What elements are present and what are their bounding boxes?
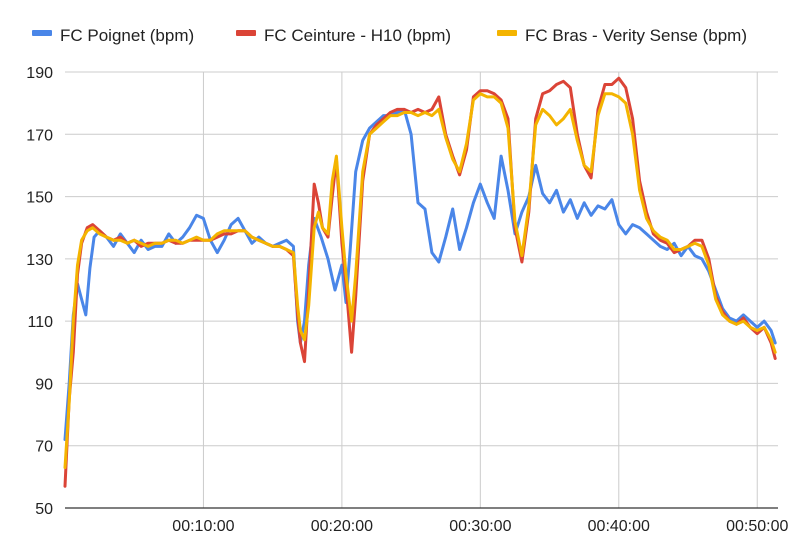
vertical-gridlines (202, 72, 758, 508)
y-tick-label: 150 (26, 190, 53, 207)
x-tick-label: 00:30:00 (449, 518, 511, 535)
y-tick-label: 170 (26, 127, 53, 144)
series-line-wrist[interactable] (63, 107, 777, 441)
y-tick-label: 50 (35, 501, 53, 518)
legend-label-wrist: FC Poignet (bpm) (60, 26, 194, 45)
legend-item-wrist[interactable]: FC Poignet (bpm) (32, 26, 194, 45)
legend-label-belt: FC Ceinture - H10 (bpm) (264, 26, 451, 45)
y-tick-label: 90 (35, 376, 53, 393)
legend-item-arm[interactable]: FC Bras - Verity Sense (bpm) (497, 26, 747, 45)
series-line-belt[interactable] (63, 76, 777, 488)
x-tick-label: 00:10:00 (172, 518, 234, 535)
series-line-arm[interactable] (63, 92, 777, 469)
y-tick-label: 190 (26, 65, 53, 82)
x-tick-label: 00:40:00 (588, 518, 650, 535)
horizontal-gridlines (65, 71, 778, 447)
y-tick-label: 70 (35, 439, 53, 456)
y-tick-label: 130 (26, 252, 53, 269)
legend-swatch-belt (236, 30, 256, 36)
y-tick-label: 110 (27, 314, 53, 331)
x-tick-label: 00:20:00 (311, 518, 373, 535)
legend-item-belt[interactable]: FC Ceinture - H10 (bpm) (236, 26, 451, 45)
legend: FC Poignet (bpm) FC Ceinture - H10 (bpm)… (32, 26, 747, 45)
x-axis-ticks: 00:10:00 00:20:00 00:30:00 00:40:00 00:50:00 (172, 518, 788, 535)
legend-swatch-wrist (32, 30, 52, 36)
y-axis-ticks: 50 70 90 110 130 150 170 190 (26, 65, 53, 518)
legend-label-arm: FC Bras - Verity Sense (bpm) (525, 26, 747, 45)
legend-swatch-arm (497, 30, 517, 36)
series-lines (63, 76, 777, 488)
x-tick-label: 00:50:00 (726, 518, 788, 535)
